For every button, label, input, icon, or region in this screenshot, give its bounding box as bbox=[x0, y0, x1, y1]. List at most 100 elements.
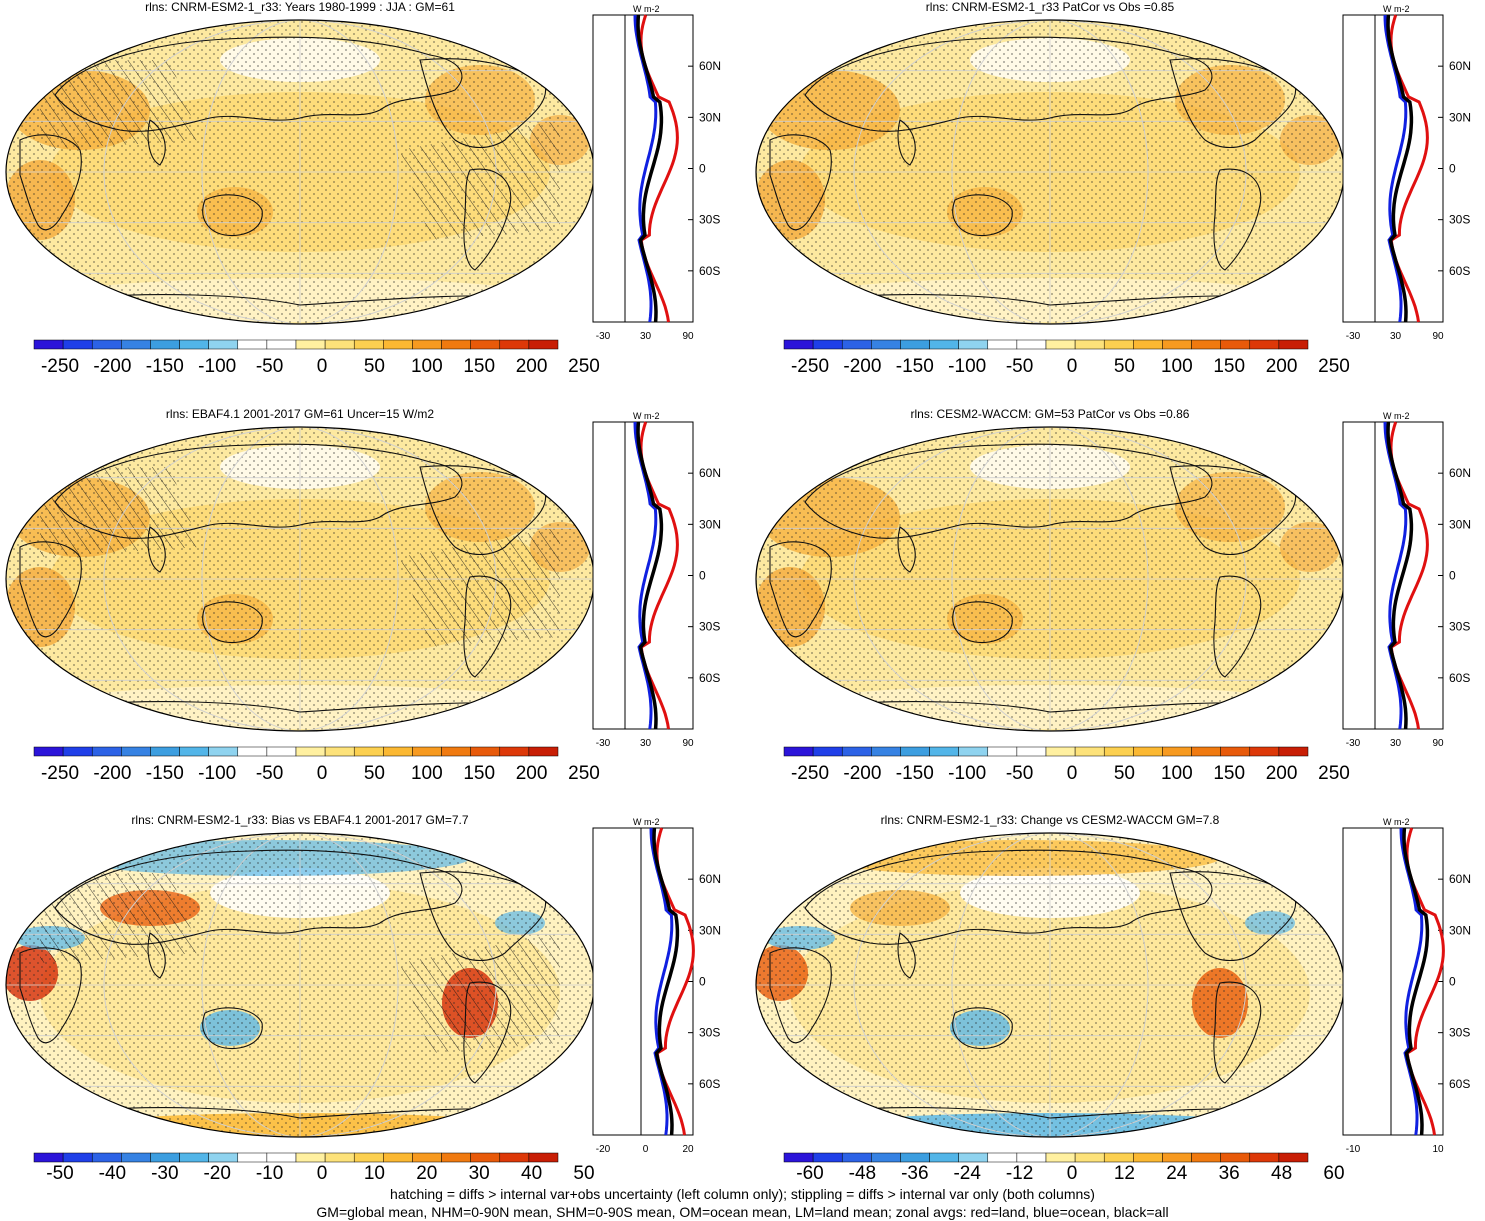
coastline bbox=[1213, 981, 1262, 1084]
colorbar-swatch bbox=[871, 1152, 901, 1163]
zonal-y-tick-label: 0 bbox=[699, 975, 706, 989]
colorbar-swatch bbox=[412, 339, 442, 350]
colorbar-swatch bbox=[871, 746, 901, 757]
colorbar-tick-label: -100 bbox=[948, 763, 987, 784]
colorbar-tick-label: 200 bbox=[515, 356, 548, 377]
zonal-x-tick-label: 0 bbox=[643, 1144, 649, 1155]
longitude-gridline bbox=[103, 833, 497, 1137]
zonal-units-label: W m-2 bbox=[1383, 411, 1410, 421]
colorbar-swatch bbox=[470, 339, 501, 350]
colorbar-swatch bbox=[1016, 1152, 1047, 1163]
colorbar-swatch bbox=[1278, 1152, 1309, 1163]
colorbar-swatch bbox=[295, 1152, 326, 1163]
map-and-zonal-plot: W m-2 60N 30N 0 30S 60S -30 30 90 bbox=[5, 411, 721, 757]
longitude-gridline bbox=[853, 833, 1247, 1137]
stippling-overlay bbox=[756, 427, 1344, 731]
colorbar-tick-label: 250 bbox=[1318, 356, 1350, 377]
colorbar-tick-label: -150 bbox=[895, 356, 934, 377]
longitude-gridline bbox=[201, 427, 399, 731]
colorbar-tick-label: 100 bbox=[410, 763, 443, 784]
colorbar-tick-label: 36 bbox=[1218, 1163, 1240, 1184]
hatching-overlay bbox=[40, 60, 200, 150]
zonal-units-label: W m-2 bbox=[1383, 4, 1410, 14]
zonal-y-tick-label: 30S bbox=[699, 620, 720, 634]
colorbar-tick-label: 100 bbox=[1160, 356, 1193, 377]
coastline bbox=[147, 932, 166, 979]
zonal-y-tick-label: 60S bbox=[1449, 264, 1470, 278]
colorbar-tick-label: 10 bbox=[363, 1163, 385, 1184]
colorbar-swatch bbox=[1278, 746, 1309, 757]
map-and-zonal-plot: W m-2 60N 30N 0 30S 60S -30 30 90 bbox=[755, 411, 1471, 757]
colorbar-swatch bbox=[383, 1152, 413, 1163]
zonal-mean-plot: W m-2 60N 30N 0 30S 60S -10 10 bbox=[1342, 817, 1471, 1155]
colorbar-tick-label: 100 bbox=[410, 356, 443, 377]
colorbar-swatch bbox=[528, 339, 559, 350]
colorbar-tick-label: 0 bbox=[316, 356, 328, 377]
colorbar-swatch bbox=[1016, 746, 1047, 757]
zonal-y-tick-label: 30S bbox=[1449, 620, 1470, 634]
zonal-x-tick-label: -20 bbox=[596, 1144, 611, 1155]
zonal-plot-frame bbox=[1342, 827, 1444, 1136]
colorbar-tick-label: 150 bbox=[1213, 763, 1246, 784]
colorbar-swatch bbox=[499, 746, 530, 757]
colorbar-swatch bbox=[499, 1152, 530, 1163]
coastline bbox=[54, 849, 463, 945]
coastline bbox=[463, 575, 512, 678]
colorbar-tick-label: -36 bbox=[901, 1163, 929, 1184]
colorbar-tick-label: -12 bbox=[1005, 1163, 1034, 1184]
colorbar-tick-label: 24 bbox=[1166, 1163, 1188, 1184]
map-and-zonal-plot: W m-2 60N 30N 0 30S 60S -10 10 bbox=[755, 817, 1471, 1163]
colorbar-swatch bbox=[33, 746, 64, 757]
colorbar-swatch bbox=[91, 339, 122, 350]
all-zonal-mean-line bbox=[1402, 827, 1430, 1136]
panel-change: rlns: CNRM-ESM2-1_r33: Change vs CESM2-W… bbox=[750, 813, 1485, 1218]
colorbar-swatch bbox=[812, 746, 843, 757]
panel-bias: rlns: CNRM-ESM2-1_r33: Bias vs EBAF4.1 2… bbox=[0, 813, 742, 1218]
coastline bbox=[804, 849, 1213, 945]
all-zonal-mean-line bbox=[1386, 14, 1414, 323]
coastline bbox=[419, 465, 547, 556]
zonal-y-tick-label: 30N bbox=[1449, 110, 1471, 124]
zonal-units-label: W m-2 bbox=[633, 817, 660, 827]
map-and-zonal-plot: W m-2 60N 30N 0 30S 60S -30 30 90 bbox=[5, 4, 721, 350]
zonal-x-tick-label: 90 bbox=[1432, 331, 1444, 342]
longitude-gridline bbox=[853, 20, 1247, 324]
panel-reference-model: rlns: CESM2-WACCM: GM=53 PatCor vs Obs =… bbox=[750, 407, 1485, 812]
zonal-y-tick-label: 60N bbox=[699, 466, 721, 480]
colorbar-tick-label: 200 bbox=[515, 763, 548, 784]
colorbar-tick-label: 12 bbox=[1113, 1163, 1135, 1184]
coastline bbox=[1169, 58, 1297, 149]
colorbar-swatch bbox=[958, 1152, 989, 1163]
colorbar-tick-label: -200 bbox=[843, 356, 882, 377]
colorbar-tick-label: 20 bbox=[416, 1163, 438, 1184]
map-body bbox=[756, 427, 1344, 731]
colorbar-tick-label: -150 bbox=[145, 763, 184, 784]
colorbar-tick-label: 100 bbox=[1160, 763, 1193, 784]
colorbar-swatch bbox=[1074, 1152, 1105, 1163]
zonal-y-tick-label: 60N bbox=[699, 872, 721, 886]
coastline bbox=[804, 443, 1213, 539]
map-body bbox=[756, 833, 1344, 1137]
colorbar-swatch bbox=[353, 339, 384, 350]
zonal-plot-frame bbox=[592, 827, 694, 1136]
coastline bbox=[54, 36, 463, 132]
zonal-y-tick-label: 60S bbox=[1449, 671, 1470, 685]
colorbar-swatch bbox=[528, 1152, 559, 1163]
colorbar-swatch bbox=[237, 339, 268, 350]
colorbar-swatch bbox=[1162, 746, 1192, 757]
colorbar-swatch bbox=[1191, 1152, 1221, 1163]
colorbar-swatch bbox=[441, 339, 471, 350]
colorbar-tick-label: -40 bbox=[98, 1163, 127, 1184]
colorbar-labels: -50 -40 -30 -20 -10 0 10 20 30 40 50 bbox=[30, 1163, 594, 1187]
colorbar-tick-label: -50 bbox=[1005, 763, 1034, 784]
colorbar-tick-label: 250 bbox=[568, 763, 600, 784]
zonal-units-label: W m-2 bbox=[633, 4, 660, 14]
colorbar-swatch bbox=[91, 746, 122, 757]
zonal-y-tick-label: 0 bbox=[699, 569, 706, 583]
colorbar-swatch bbox=[441, 746, 471, 757]
zonal-y-tick-label: 30S bbox=[699, 213, 720, 227]
zonal-x-tick-label: 90 bbox=[682, 738, 694, 749]
colorbar-swatch bbox=[1278, 339, 1309, 350]
colorbar-swatch bbox=[1045, 339, 1076, 350]
colorbar-swatch bbox=[150, 1152, 180, 1163]
